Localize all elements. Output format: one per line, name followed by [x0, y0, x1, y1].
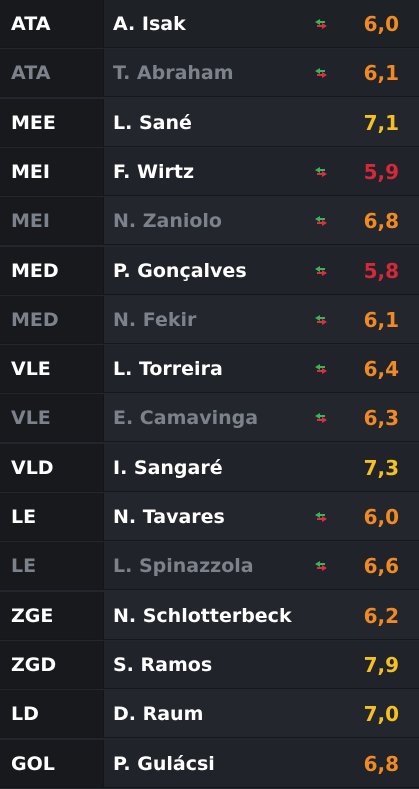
player-name: E. Camavinga [104, 407, 311, 429]
player-position: MEI [0, 148, 104, 195]
player-position: LD [0, 690, 104, 737]
player-name: I. Sangaré [104, 457, 311, 479]
player-row[interactable]: MEE L. Sané 7,1 [0, 99, 419, 147]
player-row[interactable]: MED P. Gonçalves 5,8 [0, 247, 419, 295]
player-name: F. Wirtz [104, 161, 311, 183]
player-position: ATA [0, 0, 104, 47]
player-row[interactable]: MED N. Fekir 6,1 [0, 296, 419, 344]
player-rating: 6,8 [349, 752, 419, 776]
player-rating: 7,3 [349, 456, 419, 480]
player-row[interactable]: VLE L. Torreira 6,4 [0, 345, 419, 393]
player-name: D. Raum [104, 703, 311, 725]
player-rating: 5,8 [349, 259, 419, 283]
player-row[interactable]: MEI F. Wirtz 5,9 [0, 148, 419, 196]
substitution-arrows-icon [311, 754, 331, 774]
player-position: MEE [0, 99, 104, 146]
substitution-arrows-icon [311, 704, 331, 724]
player-rating: 6,6 [349, 554, 419, 578]
player-row[interactable]: MEI N. Zaniolo 6,8 [0, 197, 419, 245]
player-row[interactable]: LE N. Tavares 6,0 [0, 493, 419, 541]
substitution-arrows-icon [311, 63, 331, 83]
player-row[interactable]: ATA T. Abraham 6,1 [0, 49, 419, 97]
player-row[interactable]: LD D. Raum 7,0 [0, 690, 419, 738]
player-rating: 5,9 [349, 160, 419, 184]
player-position: MEI [0, 197, 104, 244]
substitution-arrows-icon [311, 310, 331, 330]
player-position: GOL [0, 740, 104, 787]
substitution-arrows-icon [311, 162, 331, 182]
player-position: MED [0, 296, 104, 343]
player-name: L. Spinazzola [104, 555, 311, 577]
substitution-arrows-icon [311, 408, 331, 428]
player-rating: 6,8 [349, 209, 419, 233]
substitution-arrows-icon [311, 507, 331, 527]
player-row[interactable]: VLD I. Sangaré 7,3 [0, 444, 419, 492]
player-rating: 6,0 [349, 12, 419, 36]
player-row[interactable]: ZGD S. Ramos 7,9 [0, 641, 419, 689]
substitution-arrows-icon [311, 211, 331, 231]
player-rating: 7,9 [349, 653, 419, 677]
player-rating: 6,2 [349, 604, 419, 628]
player-name: L. Torreira [104, 358, 311, 380]
player-position: VLE [0, 394, 104, 441]
player-rating: 6,1 [349, 308, 419, 332]
player-name: P. Gonçalves [104, 260, 311, 282]
player-position: ATA [0, 49, 104, 96]
substitution-arrows-icon [311, 655, 331, 675]
player-name: T. Abraham [104, 62, 311, 84]
substitution-arrows-icon [311, 261, 331, 281]
player-rating: 6,0 [349, 505, 419, 529]
substitution-arrows-icon [311, 14, 331, 34]
player-row[interactable]: LE L. Spinazzola 6,6 [0, 542, 419, 590]
player-position: ZGE [0, 592, 104, 639]
player-position: LE [0, 542, 104, 589]
player-position: MED [0, 247, 104, 294]
player-name: N. Fekir [104, 309, 311, 331]
player-name: S. Ramos [104, 654, 311, 676]
substitution-arrows-icon [311, 113, 331, 133]
player-row[interactable]: ZGE N. Schlotterbeck 6,2 [0, 592, 419, 640]
player-position: ZGD [0, 641, 104, 688]
player-rating: 6,3 [349, 406, 419, 430]
player-rating: 7,1 [349, 111, 419, 135]
player-row[interactable]: VLE E. Camavinga 6,3 [0, 394, 419, 442]
player-row[interactable]: ATA A. Isak 6,0 [0, 0, 419, 48]
player-name: N. Tavares [104, 506, 311, 528]
substitution-arrows-icon [311, 359, 331, 379]
player-name: A. Isak [104, 13, 311, 35]
player-position: LE [0, 493, 104, 540]
player-position: VLD [0, 444, 104, 491]
player-name: P. Gulácsi [104, 753, 311, 775]
player-name: L. Sané [104, 112, 311, 134]
player-rating: 6,1 [349, 61, 419, 85]
player-name: N. Schlotterbeck [104, 605, 311, 627]
substitution-arrows-icon [311, 458, 331, 478]
player-position: VLE [0, 345, 104, 392]
substitution-arrows-icon [311, 606, 331, 626]
player-name: N. Zaniolo [104, 210, 311, 232]
player-row[interactable]: GOL P. Gulácsi 6,8 [0, 740, 419, 788]
player-rating: 6,4 [349, 357, 419, 381]
player-rating: 7,0 [349, 702, 419, 726]
substitution-arrows-icon [311, 556, 331, 576]
